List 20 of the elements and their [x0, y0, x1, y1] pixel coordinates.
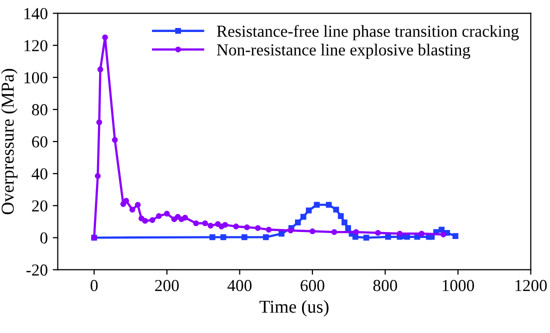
y-tick-label: 20 — [32, 200, 48, 212]
legend-label: Resistance-free line phase transition cracking — [216, 24, 519, 40]
x-tick-label: 1000 — [442, 280, 474, 292]
y-tick-label: 0 — [40, 232, 48, 244]
y-tick-label: 60 — [32, 136, 48, 148]
y-tick-label: 120 — [24, 40, 48, 52]
y-tick-label: -20 — [26, 264, 48, 276]
y-tick-label: 40 — [32, 168, 48, 180]
x-tick-label: 1200 — [516, 280, 547, 292]
x-tick-label: 0 — [90, 280, 98, 292]
x-tick-label: 600 — [300, 280, 324, 292]
y-tick-label: 140 — [24, 8, 48, 20]
x-tick-label: 200 — [155, 280, 179, 292]
y-tick-label: 100 — [24, 72, 48, 84]
legend-label: Non-resistance line explosive blasting — [216, 44, 470, 59]
y-axis-title: Overpressure (MPa) — [1, 68, 18, 214]
x-axis-title: Time (us) — [260, 300, 328, 316]
y-tick-label: 80 — [32, 104, 48, 116]
x-tick-label: 800 — [373, 280, 398, 292]
x-tick-label: 400 — [228, 280, 252, 292]
